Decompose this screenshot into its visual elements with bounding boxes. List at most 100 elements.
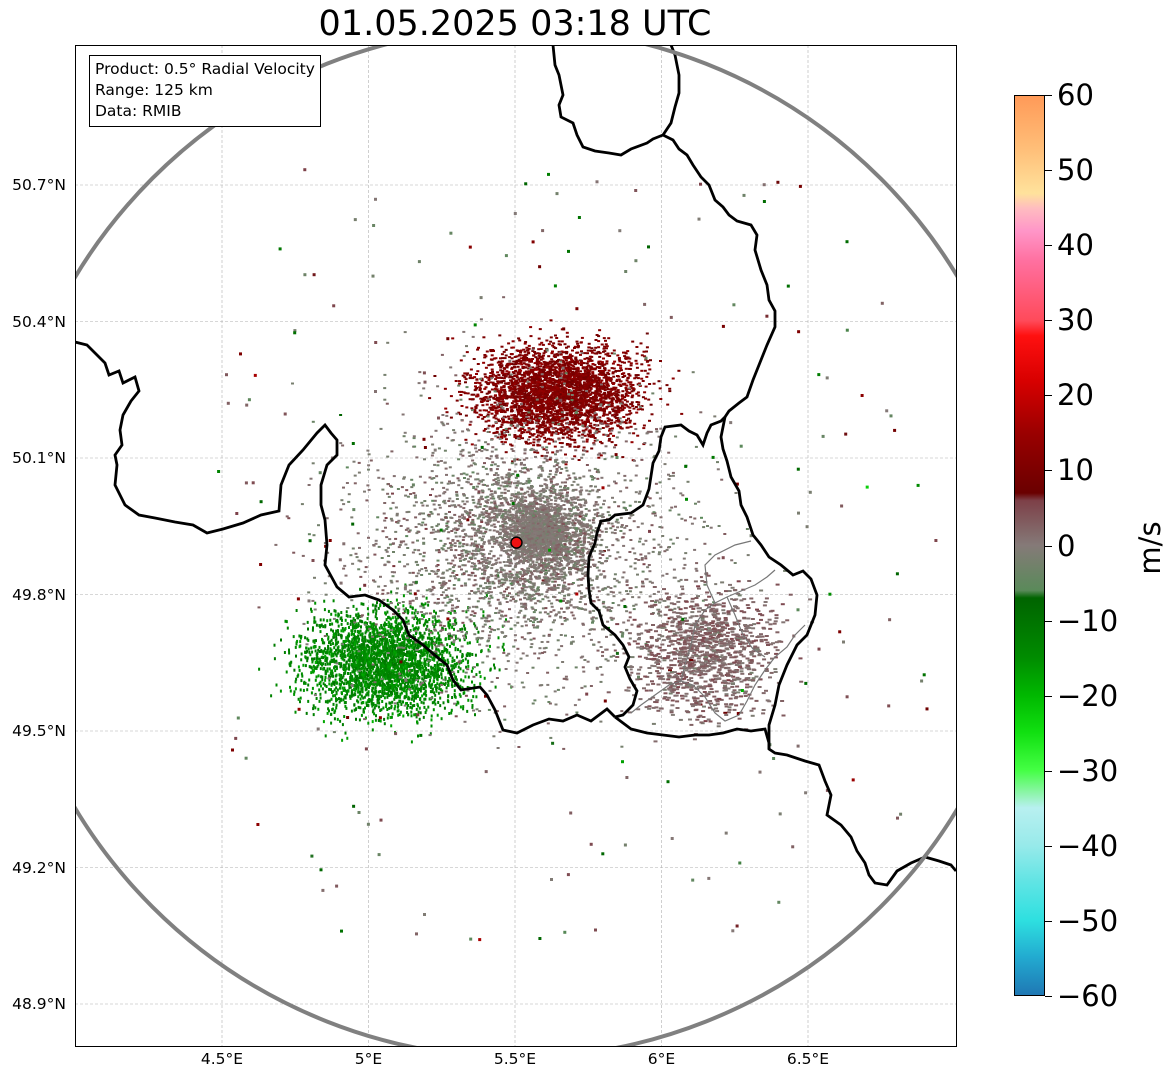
echo-cell bbox=[574, 357, 578, 360]
echo-cell bbox=[557, 396, 561, 399]
echo-cell bbox=[592, 427, 596, 430]
echo-cell bbox=[504, 510, 508, 513]
echo-cell bbox=[635, 352, 639, 355]
echo-cell bbox=[487, 382, 490, 385]
echo-cell bbox=[573, 553, 577, 556]
echo-cell bbox=[496, 382, 500, 385]
echo-cell bbox=[566, 528, 570, 531]
echo-cell bbox=[523, 342, 527, 345]
gridlines bbox=[75, 45, 956, 1046]
echo-cell bbox=[548, 421, 551, 424]
echo-cell bbox=[547, 578, 551, 581]
echo-cell bbox=[550, 358, 554, 361]
echo-cell bbox=[605, 360, 609, 363]
echo-cell bbox=[498, 420, 502, 422]
echo-cell bbox=[553, 584, 557, 587]
echo-cell bbox=[562, 401, 566, 404]
echo-cell bbox=[508, 538, 512, 541]
echo-cell bbox=[538, 527, 542, 530]
echo-cell bbox=[579, 353, 582, 356]
echo-cell bbox=[559, 359, 563, 362]
echo-cell bbox=[568, 397, 572, 400]
echo-cell bbox=[530, 409, 534, 412]
echo-cell bbox=[501, 400, 505, 403]
echo-cell bbox=[520, 378, 524, 381]
echo-cell bbox=[540, 520, 544, 523]
echo-cell bbox=[549, 340, 553, 343]
echo-cell bbox=[584, 399, 588, 402]
echo-cell bbox=[573, 532, 577, 535]
echo-cell bbox=[534, 525, 538, 528]
echo-cell bbox=[543, 417, 546, 420]
echo-cell bbox=[527, 558, 531, 561]
echo-cell bbox=[543, 395, 547, 397]
echo-cell bbox=[575, 406, 579, 409]
echo-cell bbox=[649, 359, 652, 362]
echo-cell bbox=[518, 436, 522, 439]
echo-cell bbox=[572, 480, 576, 483]
echo-cell bbox=[536, 534, 540, 537]
echo-cell bbox=[528, 422, 532, 425]
echo-cell bbox=[527, 538, 531, 541]
echo-cell bbox=[534, 378, 538, 381]
echo-cell bbox=[526, 528, 529, 531]
echo-cell bbox=[587, 550, 591, 553]
echo-cell bbox=[480, 538, 484, 540]
echo-cell bbox=[512, 550, 515, 552]
echo-cell bbox=[582, 383, 586, 386]
echo-cell bbox=[540, 368, 544, 371]
echo-cell bbox=[545, 508, 549, 511]
echo-cell bbox=[574, 358, 578, 361]
echo-cell bbox=[630, 441, 634, 444]
echo-cell bbox=[539, 378, 542, 381]
echo-cell bbox=[551, 374, 555, 377]
echo-cell bbox=[616, 397, 620, 400]
echo-cell bbox=[608, 355, 612, 357]
echo-cell bbox=[515, 579, 519, 582]
echo-cell bbox=[513, 495, 517, 498]
echo-cell bbox=[563, 407, 566, 410]
echo-cell bbox=[504, 532, 508, 535]
echo-cell bbox=[644, 385, 648, 388]
echo-cell bbox=[584, 391, 588, 394]
echo-cell bbox=[500, 440, 504, 443]
echo-cell bbox=[564, 514, 568, 517]
echo-cell bbox=[491, 545, 495, 548]
echo-cell bbox=[594, 346, 598, 349]
radar-map[interactable] bbox=[75, 45, 956, 1046]
echo-cell bbox=[528, 487, 532, 490]
echo-cell bbox=[482, 336, 486, 339]
echo-cell bbox=[554, 573, 558, 576]
echo-cell bbox=[521, 419, 525, 422]
echo-cell bbox=[576, 496, 580, 499]
echo-cell bbox=[585, 365, 589, 368]
echo-cell bbox=[499, 400, 503, 403]
echo-cell bbox=[538, 551, 542, 554]
echo-cell bbox=[573, 426, 577, 429]
echo-cell bbox=[555, 409, 559, 412]
echo-cell bbox=[602, 503, 605, 506]
echo-cell bbox=[524, 385, 528, 388]
echo-cell bbox=[535, 561, 539, 564]
echo-cell bbox=[525, 586, 529, 589]
echo-cell bbox=[536, 422, 540, 425]
echo-cell bbox=[591, 408, 595, 411]
echo-cell bbox=[557, 406, 561, 408]
echo-cell bbox=[600, 361, 604, 364]
echo-cell bbox=[583, 423, 587, 426]
echo-cell bbox=[499, 357, 502, 360]
echo-cell bbox=[573, 535, 577, 538]
echo-cell bbox=[546, 500, 550, 503]
echo-cell bbox=[546, 528, 550, 531]
echo-cell bbox=[579, 387, 583, 390]
echo-cell bbox=[498, 376, 502, 379]
echo-cell bbox=[549, 548, 553, 551]
echo-cell bbox=[621, 376, 625, 378]
echo-cell bbox=[583, 575, 587, 577]
echo-cell bbox=[666, 403, 670, 406]
echo-cell bbox=[574, 356, 578, 359]
echo-cell bbox=[494, 541, 498, 544]
echo-cell bbox=[467, 523, 471, 526]
echo-cell bbox=[528, 553, 532, 556]
echo-cell bbox=[556, 524, 560, 527]
